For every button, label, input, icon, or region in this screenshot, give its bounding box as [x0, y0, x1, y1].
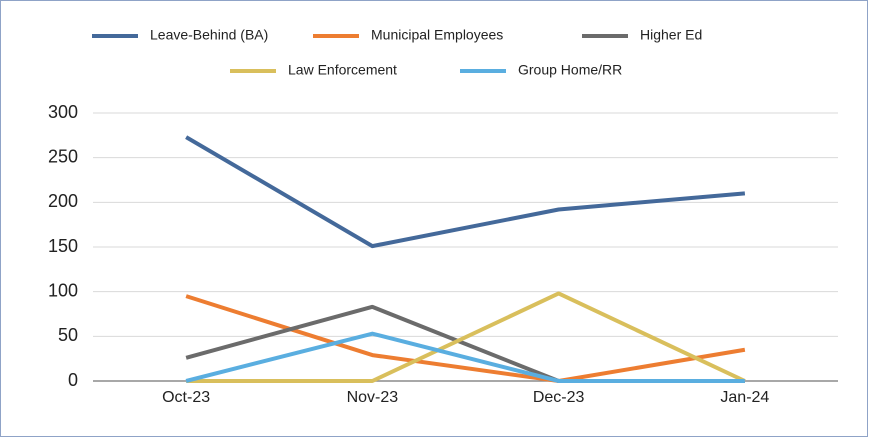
- y-tick-label: 0: [68, 370, 78, 390]
- x-tick-label: Nov-23: [347, 389, 399, 406]
- y-tick-label: 250: [48, 146, 78, 166]
- legend-label: Group Home/RR: [518, 62, 622, 78]
- legend-label: Higher Ed: [640, 27, 702, 43]
- series-line: [185, 294, 746, 383]
- y-tick-label: 150: [48, 236, 78, 256]
- y-tick-label: 100: [48, 280, 78, 300]
- y-tick-label: 50: [58, 325, 78, 345]
- x-tick-label: Oct-23: [162, 389, 210, 406]
- x-tick-label: Jan-24: [720, 389, 769, 406]
- y-tick-label: 300: [48, 102, 78, 122]
- y-tick-label: 200: [48, 191, 78, 211]
- series-line: [185, 331, 745, 383]
- legend-label: Municipal Employees: [371, 27, 503, 43]
- x-tick-label: Dec-23: [533, 389, 585, 406]
- legend-label: Law Enforcement: [288, 62, 397, 78]
- legend-label: Leave-Behind (BA): [150, 27, 268, 43]
- series-line: [186, 291, 746, 383]
- series-line: [185, 135, 746, 249]
